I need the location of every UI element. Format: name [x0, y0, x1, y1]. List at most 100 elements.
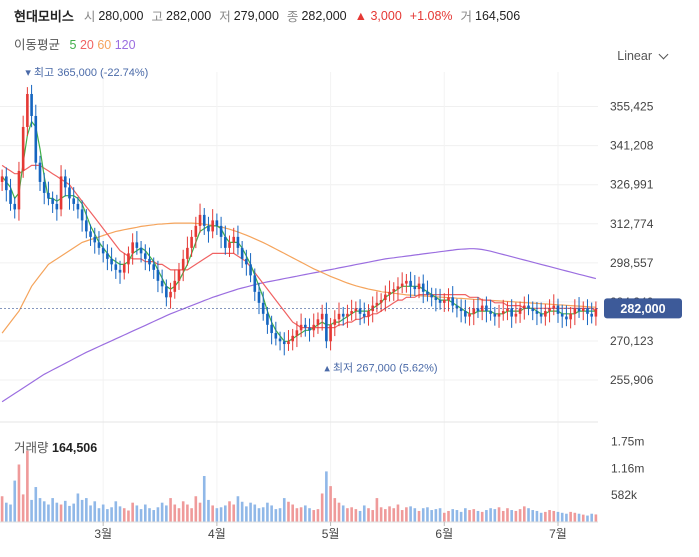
- ma-legend[interactable]: 이동평균 5 20 60 120: [14, 34, 136, 53]
- volume-bar: [148, 508, 151, 522]
- candle-body: [341, 313, 345, 317]
- x-tick-label: 7월: [549, 527, 567, 541]
- candle-body: [63, 176, 67, 188]
- candle: [341, 306, 345, 326]
- candle: [190, 230, 193, 257]
- candle-body: [362, 313, 366, 317]
- volume-bar: [527, 508, 530, 522]
- candle-body: [299, 324, 303, 331]
- ma20-line: [1, 164, 597, 329]
- candle-body: [447, 297, 450, 301]
- candle: [320, 304, 324, 331]
- volume-bar: [278, 508, 282, 522]
- ma60-line: [1, 222, 596, 334]
- volume-bar: [287, 501, 290, 522]
- volume-bar: [274, 509, 278, 522]
- candle: [101, 241, 105, 263]
- candle: [156, 260, 160, 293]
- x-tick-label: 3월: [94, 527, 112, 541]
- candle: [497, 304, 501, 328]
- candle: [5, 167, 8, 202]
- volume-bar: [400, 510, 404, 522]
- ma-20: 20: [79, 38, 94, 52]
- scale-toggle[interactable]: Linear: [617, 49, 669, 63]
- ma120-line: [1, 248, 597, 403]
- candle-body: [459, 308, 463, 312]
- candle: [13, 197, 17, 219]
- candle: [232, 227, 236, 254]
- candle-body: [464, 311, 467, 317]
- volume-bar: [236, 496, 240, 522]
- candle: [438, 288, 442, 310]
- candle-body: [85, 220, 88, 232]
- candle: [464, 299, 467, 324]
- candle-body: [148, 258, 151, 265]
- volume-bar: [97, 508, 101, 522]
- candle-body: [590, 313, 593, 317]
- candle-body: [405, 280, 408, 284]
- candle: [253, 268, 257, 301]
- candle-body: [143, 253, 147, 259]
- close-value: 282,000: [301, 8, 347, 23]
- volume-bar: [152, 510, 156, 522]
- volume-bar: [388, 506, 391, 522]
- candle-body: [421, 283, 425, 292]
- candle-body: [329, 324, 332, 342]
- candle: [362, 302, 366, 324]
- candle-body: [552, 305, 556, 309]
- candle-body: [539, 313, 543, 317]
- volume-bar: [590, 513, 593, 522]
- x-tick-label: 4월: [208, 527, 226, 541]
- candle-body: [531, 308, 535, 312]
- candle: [312, 313, 316, 338]
- candle: [400, 272, 404, 294]
- candle-body: [384, 294, 387, 301]
- volume-bar: [299, 507, 303, 522]
- candle: [577, 297, 581, 318]
- candle: [426, 280, 429, 302]
- candle-body: [316, 319, 320, 325]
- open-label: 시: [83, 10, 96, 24]
- candle: [379, 293, 383, 312]
- volume-bar: [337, 502, 341, 522]
- candle: [59, 165, 63, 217]
- volume-bar: [451, 509, 455, 522]
- candle: [514, 302, 518, 324]
- candle-body: [55, 203, 59, 210]
- candle-body: [514, 313, 518, 317]
- volume-bar: [38, 498, 42, 522]
- volume-bar: [468, 510, 471, 522]
- candle: [143, 244, 147, 271]
- volume-axis: 1.75m 1.16m 582k: [611, 435, 644, 503]
- volume-bar: [565, 513, 568, 522]
- volume-bar: [59, 504, 63, 522]
- candle-body: [346, 313, 349, 317]
- volume-bar: [405, 507, 408, 522]
- volume-bar: [459, 511, 463, 522]
- candle: [0, 169, 4, 191]
- volume-bar: [586, 515, 589, 522]
- volume-bar: [143, 504, 147, 522]
- candle-body: [354, 308, 358, 312]
- candle-body: [97, 242, 101, 248]
- volume-panel-label: 거래량 164,506: [14, 441, 98, 455]
- volume-bar: [577, 513, 581, 522]
- volume-bar: [371, 510, 375, 522]
- candle: [560, 304, 564, 328]
- candle-body: [236, 236, 240, 248]
- volume-bar: [447, 510, 450, 522]
- candle: [421, 274, 425, 304]
- candle: [42, 172, 46, 205]
- candle-body: [573, 308, 577, 314]
- volume-bar: [430, 510, 433, 522]
- volume-bar: [489, 508, 492, 522]
- candle: [358, 299, 362, 326]
- candle-body: [219, 225, 223, 237]
- volume-bar: [531, 510, 535, 522]
- volume-bar: [135, 505, 139, 522]
- volume-bar: [434, 509, 438, 522]
- candle: [287, 330, 290, 351]
- volume-bar: [417, 510, 421, 522]
- annotations: ▾ 최고 365,000 (-22.74%) ▴ 최저 267,000 (5.62…: [25, 66, 437, 374]
